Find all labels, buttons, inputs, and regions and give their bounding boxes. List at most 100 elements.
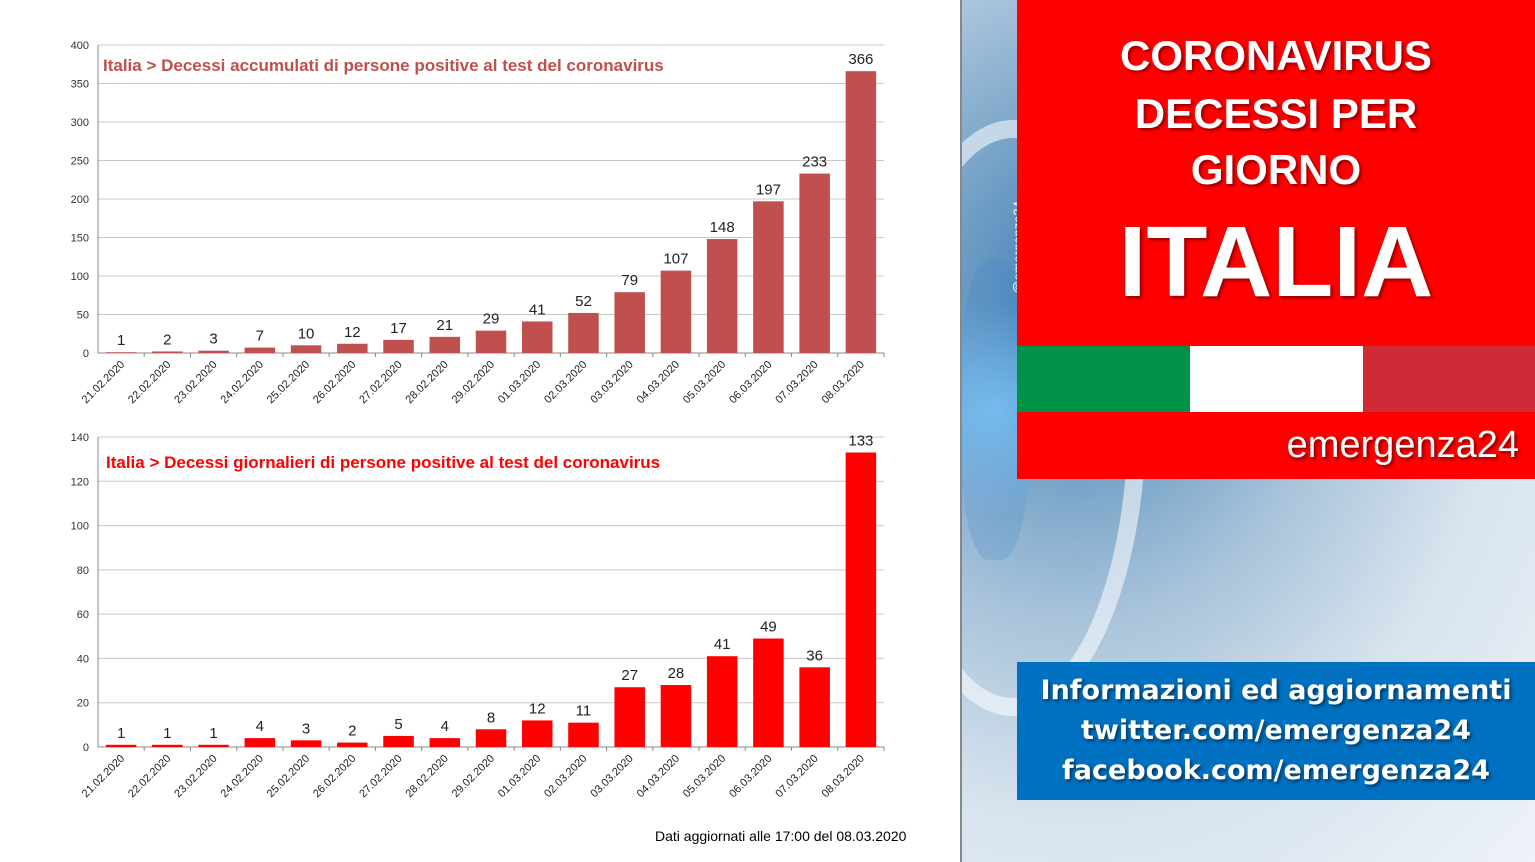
bar-21.02.2020 bbox=[105, 744, 137, 747]
y-tick-label: 60 bbox=[77, 609, 89, 621]
data-label: 3 bbox=[302, 720, 310, 737]
charts-panel: 0 50 100 150 200 250 300 350 400 Italia > Decessi… bbox=[70, 40, 907, 844]
x-tick-label: 25.02.2020 bbox=[265, 753, 312, 800]
bar-28.02.2020 bbox=[429, 738, 461, 747]
facebook-link[interactable]: facebook.com/emergenza24 bbox=[1062, 755, 1490, 786]
data-label: 17 bbox=[390, 320, 407, 337]
y-tick-label: 20 bbox=[77, 698, 89, 710]
bar-01.03.2020 bbox=[521, 321, 553, 353]
data-label: 233 bbox=[802, 154, 827, 171]
data-label: 133 bbox=[848, 433, 873, 450]
data-label: 11 bbox=[576, 703, 592, 720]
x-tick-label: 27.02.2020 bbox=[357, 753, 404, 800]
x-tick-label: 08.03.2020 bbox=[820, 753, 867, 800]
bar-01.03.2020 bbox=[521, 720, 553, 747]
bar-06.03.2020 bbox=[753, 638, 784, 747]
title-line-1: CORONAVIRUS bbox=[1120, 32, 1432, 79]
x-tick-label: 25.02.2020 bbox=[265, 359, 312, 406]
bar-29.02.2020 bbox=[475, 330, 507, 353]
x-tick-label: 06.03.2020 bbox=[727, 359, 774, 406]
data-label: 36 bbox=[806, 647, 823, 664]
data-label: 5 bbox=[394, 716, 402, 733]
x-tick-label: 23.02.2020 bbox=[172, 359, 219, 406]
y-tick-label: 150 bbox=[71, 233, 89, 245]
data-label: 8 bbox=[487, 709, 495, 726]
twitter-link[interactable]: twitter.com/emergenza24 bbox=[1081, 715, 1471, 746]
data-label: 10 bbox=[298, 325, 315, 342]
chart-title: Italia > Decessi accumulati di persone p… bbox=[103, 56, 664, 75]
x-tick-label: 24.02.2020 bbox=[219, 753, 266, 800]
x-tick-label: 24.02.2020 bbox=[219, 359, 266, 406]
x-tick-label: 07.03.2020 bbox=[773, 359, 820, 406]
x-tick-label: 29.02.2020 bbox=[450, 359, 497, 406]
x-tick-label: 23.02.2020 bbox=[172, 753, 219, 800]
x-tick-label: 27.02.2020 bbox=[357, 359, 404, 406]
data-label: 1 bbox=[117, 332, 125, 349]
y-tick-label: 200 bbox=[71, 194, 89, 206]
y-tick-label: 100 bbox=[71, 271, 89, 283]
bar-08.03.2020 bbox=[845, 452, 877, 747]
y-tick-label: 100 bbox=[71, 521, 89, 533]
x-tick-label: 22.02.2020 bbox=[126, 359, 173, 406]
y-tick-label: 40 bbox=[77, 653, 89, 665]
data-label: 107 bbox=[663, 251, 688, 268]
x-tick-label: 21.02.2020 bbox=[80, 753, 127, 800]
y-tick-label: 80 bbox=[77, 565, 89, 577]
x-tick-label: 07.03.2020 bbox=[773, 753, 820, 800]
x-tick-label: 04.03.2020 bbox=[635, 753, 682, 800]
x-tick-label: 01.03.2020 bbox=[496, 359, 543, 406]
bar-04.03.2020 bbox=[660, 270, 692, 353]
x-tick-label: 02.03.2020 bbox=[542, 359, 589, 406]
bar-06.03.2020 bbox=[753, 201, 784, 353]
x-tick-label: 05.03.2020 bbox=[681, 753, 728, 800]
x-tick-label: 28.02.2020 bbox=[403, 753, 450, 800]
data-label: 79 bbox=[621, 272, 638, 289]
data-label: 12 bbox=[344, 324, 361, 341]
bar-28.02.2020 bbox=[429, 336, 461, 353]
bar-05.03.2020 bbox=[706, 239, 738, 353]
data-label: 4 bbox=[441, 718, 449, 735]
data-label: 1 bbox=[117, 725, 125, 742]
bar-02.03.2020 bbox=[568, 722, 599, 747]
data-label: 27 bbox=[621, 667, 638, 684]
bar-25.02.2020 bbox=[290, 345, 322, 353]
bar-27.02.2020 bbox=[383, 339, 414, 353]
bar-22.02.2020 bbox=[152, 351, 183, 353]
bar-07.03.2020 bbox=[799, 667, 830, 747]
y-tick-label: 50 bbox=[77, 310, 89, 322]
bar-05.03.2020 bbox=[706, 656, 738, 747]
data-label: 29 bbox=[483, 311, 500, 328]
x-tick-label: 29.02.2020 bbox=[450, 753, 497, 800]
data-label: 28 bbox=[668, 665, 685, 682]
x-tick-label: 02.03.2020 bbox=[542, 753, 589, 800]
title-line-2: DECESSI PER bbox=[1134, 90, 1418, 137]
data-label: 1 bbox=[163, 725, 171, 742]
x-tick-label: 22.02.2020 bbox=[126, 753, 173, 800]
bar-07.03.2020 bbox=[799, 173, 830, 353]
data-label: 4 bbox=[256, 718, 264, 735]
data-label: 2 bbox=[163, 331, 171, 348]
bar-23.02.2020 bbox=[198, 744, 229, 747]
x-tick-label: 06.03.2020 bbox=[727, 753, 774, 800]
y-tick-label: 140 bbox=[71, 432, 89, 444]
brand-band bbox=[1017, 412, 1535, 479]
bar-04.03.2020 bbox=[660, 685, 692, 747]
x-tick-label: 04.03.2020 bbox=[635, 359, 682, 406]
data-label: 1 bbox=[209, 725, 217, 742]
info-box bbox=[1017, 662, 1535, 800]
bar-03.03.2020 bbox=[614, 292, 645, 353]
bar-24.02.2020 bbox=[244, 738, 276, 747]
x-tick-label: 26.02.2020 bbox=[311, 359, 358, 406]
bar-23.02.2020 bbox=[198, 350, 229, 353]
y-tick-label: 300 bbox=[71, 117, 89, 129]
x-tick-label: 21.02.2020 bbox=[80, 359, 127, 406]
flag-green bbox=[1017, 346, 1190, 412]
data-label: 12 bbox=[529, 700, 546, 717]
flag-white bbox=[1190, 346, 1363, 412]
update-footnote: Dati aggiornati alle 17:00 del 08.03.202… bbox=[655, 828, 907, 844]
bar-22.02.2020 bbox=[152, 744, 183, 747]
x-tick-label: 26.02.2020 bbox=[311, 753, 358, 800]
data-label: 366 bbox=[848, 51, 873, 68]
data-label: 41 bbox=[529, 301, 546, 318]
